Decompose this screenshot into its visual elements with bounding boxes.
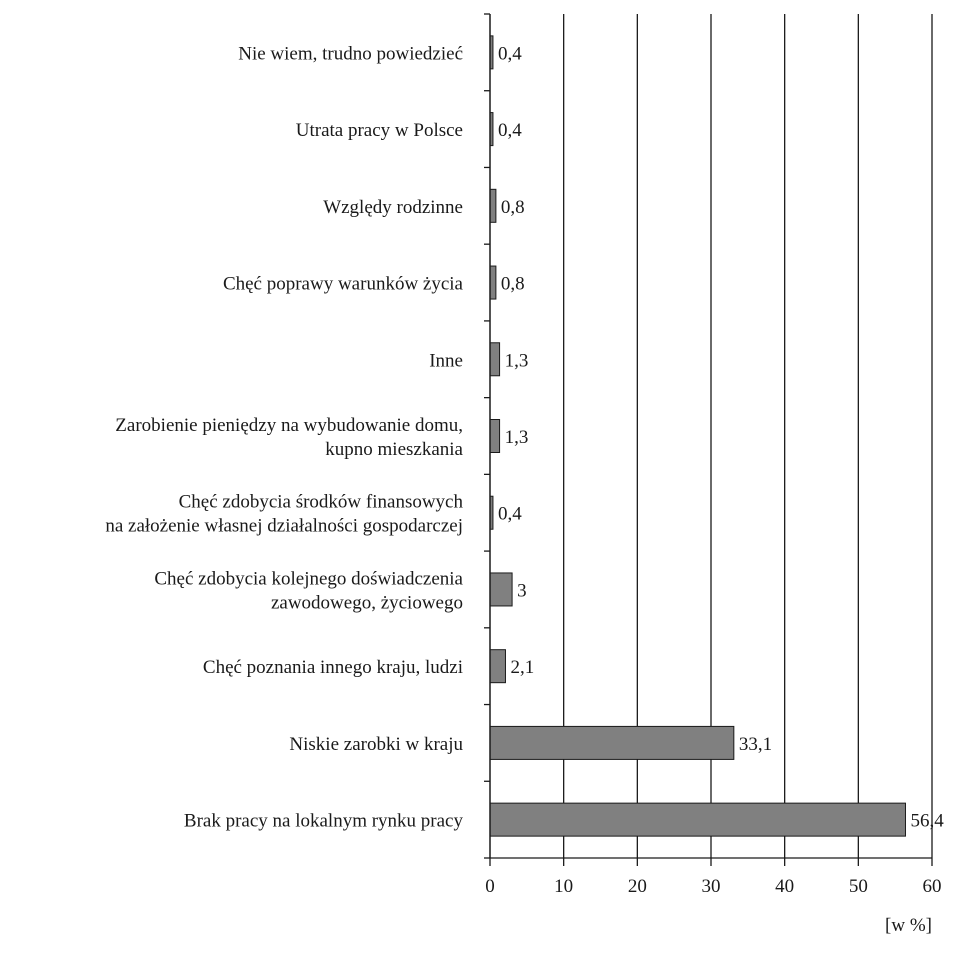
category-label: Chęć zdobycia środków finansowych <box>179 492 464 513</box>
category-label: Inne <box>429 350 463 371</box>
x-axis-unit-label: [w %] <box>885 915 932 936</box>
x-tick-label: 10 <box>554 876 573 897</box>
bar <box>489 419 501 453</box>
data-label: 2,1 <box>510 657 534 678</box>
data-label: 1,3 <box>505 350 529 371</box>
x-tick-label: 20 <box>628 876 647 897</box>
category-label: Zarobienie pieniędzy na wybudowanie domu… <box>115 415 463 436</box>
data-label: 0,4 <box>498 504 522 525</box>
data-label: 0,4 <box>498 120 522 141</box>
bar <box>489 725 735 760</box>
bar <box>489 342 501 377</box>
bar <box>489 188 497 223</box>
data-label: 33,1 <box>739 734 772 755</box>
bar <box>489 649 506 684</box>
category-label: Utrata pracy w Polsce <box>296 120 463 141</box>
category-label: na założenie własnej działalności gospod… <box>105 516 463 537</box>
bar <box>489 802 906 837</box>
data-label: 1,3 <box>505 427 529 448</box>
data-label: 0,8 <box>501 197 525 218</box>
data-label: 3 <box>517 580 527 601</box>
data-label: 0,8 <box>501 274 525 295</box>
x-tick-label: 30 <box>702 876 721 897</box>
x-tick-label: 0 <box>485 876 495 897</box>
data-label: 56,4 <box>910 811 944 832</box>
x-tick-label: 40 <box>775 876 794 897</box>
category-label: Brak pracy na lokalnym rynku pracy <box>184 811 464 832</box>
category-label: Względy rodzinne <box>323 197 463 218</box>
category-label: zawodowego, życiowego <box>271 592 463 613</box>
category-label: Chęć poprawy warunków życia <box>223 274 464 295</box>
category-label: Niskie zarobki w kraju <box>289 734 463 755</box>
bar <box>489 572 513 607</box>
category-label: Chęć poznania innego kraju, ludzi <box>203 657 463 678</box>
category-label: kupno mieszkania <box>325 439 463 460</box>
x-tick-label: 60 <box>923 876 942 897</box>
x-tick-label: 50 <box>849 876 868 897</box>
bar <box>489 265 497 300</box>
category-label: Chęć zdobycia kolejnego doświadczenia <box>154 568 463 589</box>
data-label: 0,4 <box>498 43 522 64</box>
category-label: Nie wiem, trudno powiedzieć <box>238 43 463 64</box>
